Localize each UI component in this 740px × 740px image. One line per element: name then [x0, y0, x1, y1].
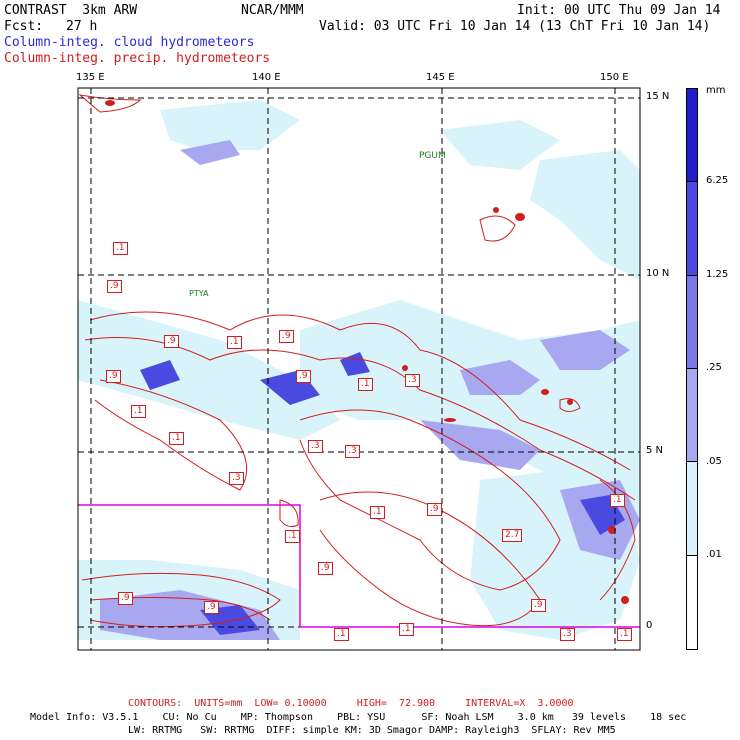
contour-label: .9 [164, 335, 179, 348]
model-info-line1: Model Info: V3.5.1 CU: No Cu MP: Thompso… [30, 712, 687, 723]
contour-label: .3 [308, 440, 323, 453]
contour-label: .9 [296, 370, 311, 383]
lon-label-150: 150 E [600, 72, 629, 83]
contour-label: .1 [610, 494, 625, 507]
contour-label: .1 [169, 432, 184, 445]
model-info-line2: LW: RRTMG SW: RRTMG DIFF: simple KM: 3D … [128, 725, 616, 736]
colorbar-level-0-01: .01 [706, 549, 722, 560]
contour-label: .1 [113, 242, 128, 255]
contour-label: .9 [531, 599, 546, 612]
contour-label: .9 [118, 592, 133, 605]
colorbar [686, 88, 698, 650]
colorbar-swatch [687, 462, 697, 556]
lat-label-5n: 5 N [646, 445, 664, 456]
cloud-shading-dark [140, 352, 625, 635]
contour-label: .3 [229, 472, 244, 485]
contour-label: .9 [204, 601, 219, 614]
station-ptya: PTYA [189, 289, 209, 298]
map-border [77, 87, 641, 651]
contour-label: .9 [279, 330, 294, 343]
lon-label-145: 145 E [426, 72, 455, 83]
colorbar-level-0-05: .05 [706, 456, 722, 467]
contour-label: .3 [560, 628, 575, 641]
valid-time: Valid: 03 UTC Fri 10 Jan 14 (13 ChT Fri … [319, 19, 711, 34]
contour-label: .1 [285, 530, 300, 543]
contour-label: .9 [427, 503, 442, 516]
colorbar-swatch [687, 555, 697, 649]
forecast-hour: 27 h [66, 19, 98, 34]
contour-label: .3 [405, 374, 420, 387]
contour-label: .9 [106, 370, 121, 383]
contour-label: .1 [227, 336, 242, 349]
contour-label: .3 [345, 445, 360, 458]
org-label: NCAR/MMM [241, 3, 304, 18]
contour-label: 2.7 [502, 529, 523, 542]
station-pgum: PGUM [419, 151, 446, 161]
init-time: Init: 00 UTC Thu 09 Jan 14 [517, 3, 721, 18]
contour-label: .9 [107, 280, 122, 293]
colorbar-level-0-25: .25 [706, 362, 722, 373]
contour-label: .1 [370, 506, 385, 519]
lon-label-140: 140 E [252, 72, 281, 83]
colorbar-swatch [687, 368, 697, 463]
contours-info: CONTOURS: UNITS=mm LOW= 0.10000 HIGH= 72… [128, 698, 574, 709]
contour-label: .1 [334, 628, 349, 641]
model-title: CONTRAST 3km ARW [4, 3, 138, 18]
contour-label: .1 [399, 623, 414, 636]
forecast-label: Fcst: [4, 19, 44, 34]
contour-label: .1 [617, 628, 632, 641]
colorbar-swatch [687, 89, 697, 183]
field-precip-label: Column-integ. precip. hydrometeors [4, 51, 271, 66]
lat-label-10n: 10 N [646, 268, 670, 279]
colorbar-level-6-25: 6.25 [706, 175, 729, 186]
lon-label-135: 135 E [76, 72, 105, 83]
precip-cores [105, 100, 629, 604]
lat-label-0: 0 [646, 620, 653, 631]
field-cloud-label: Column-integ. cloud hydrometeors [4, 35, 255, 50]
contour-label: .1 [358, 378, 373, 391]
colorbar-swatch [687, 275, 697, 369]
precip-contours [78, 94, 636, 628]
colorbar-swatch [687, 182, 697, 276]
lat-label-15n: 15 N [646, 91, 670, 102]
contour-label: .9 [318, 562, 333, 575]
lat-lon-grid [78, 88, 640, 650]
colorbar-level-1-25: 1.25 [706, 269, 729, 280]
nested-domain-box [78, 504, 640, 628]
contour-label: .1 [131, 405, 146, 418]
colorbar-unit: mm [706, 85, 726, 96]
